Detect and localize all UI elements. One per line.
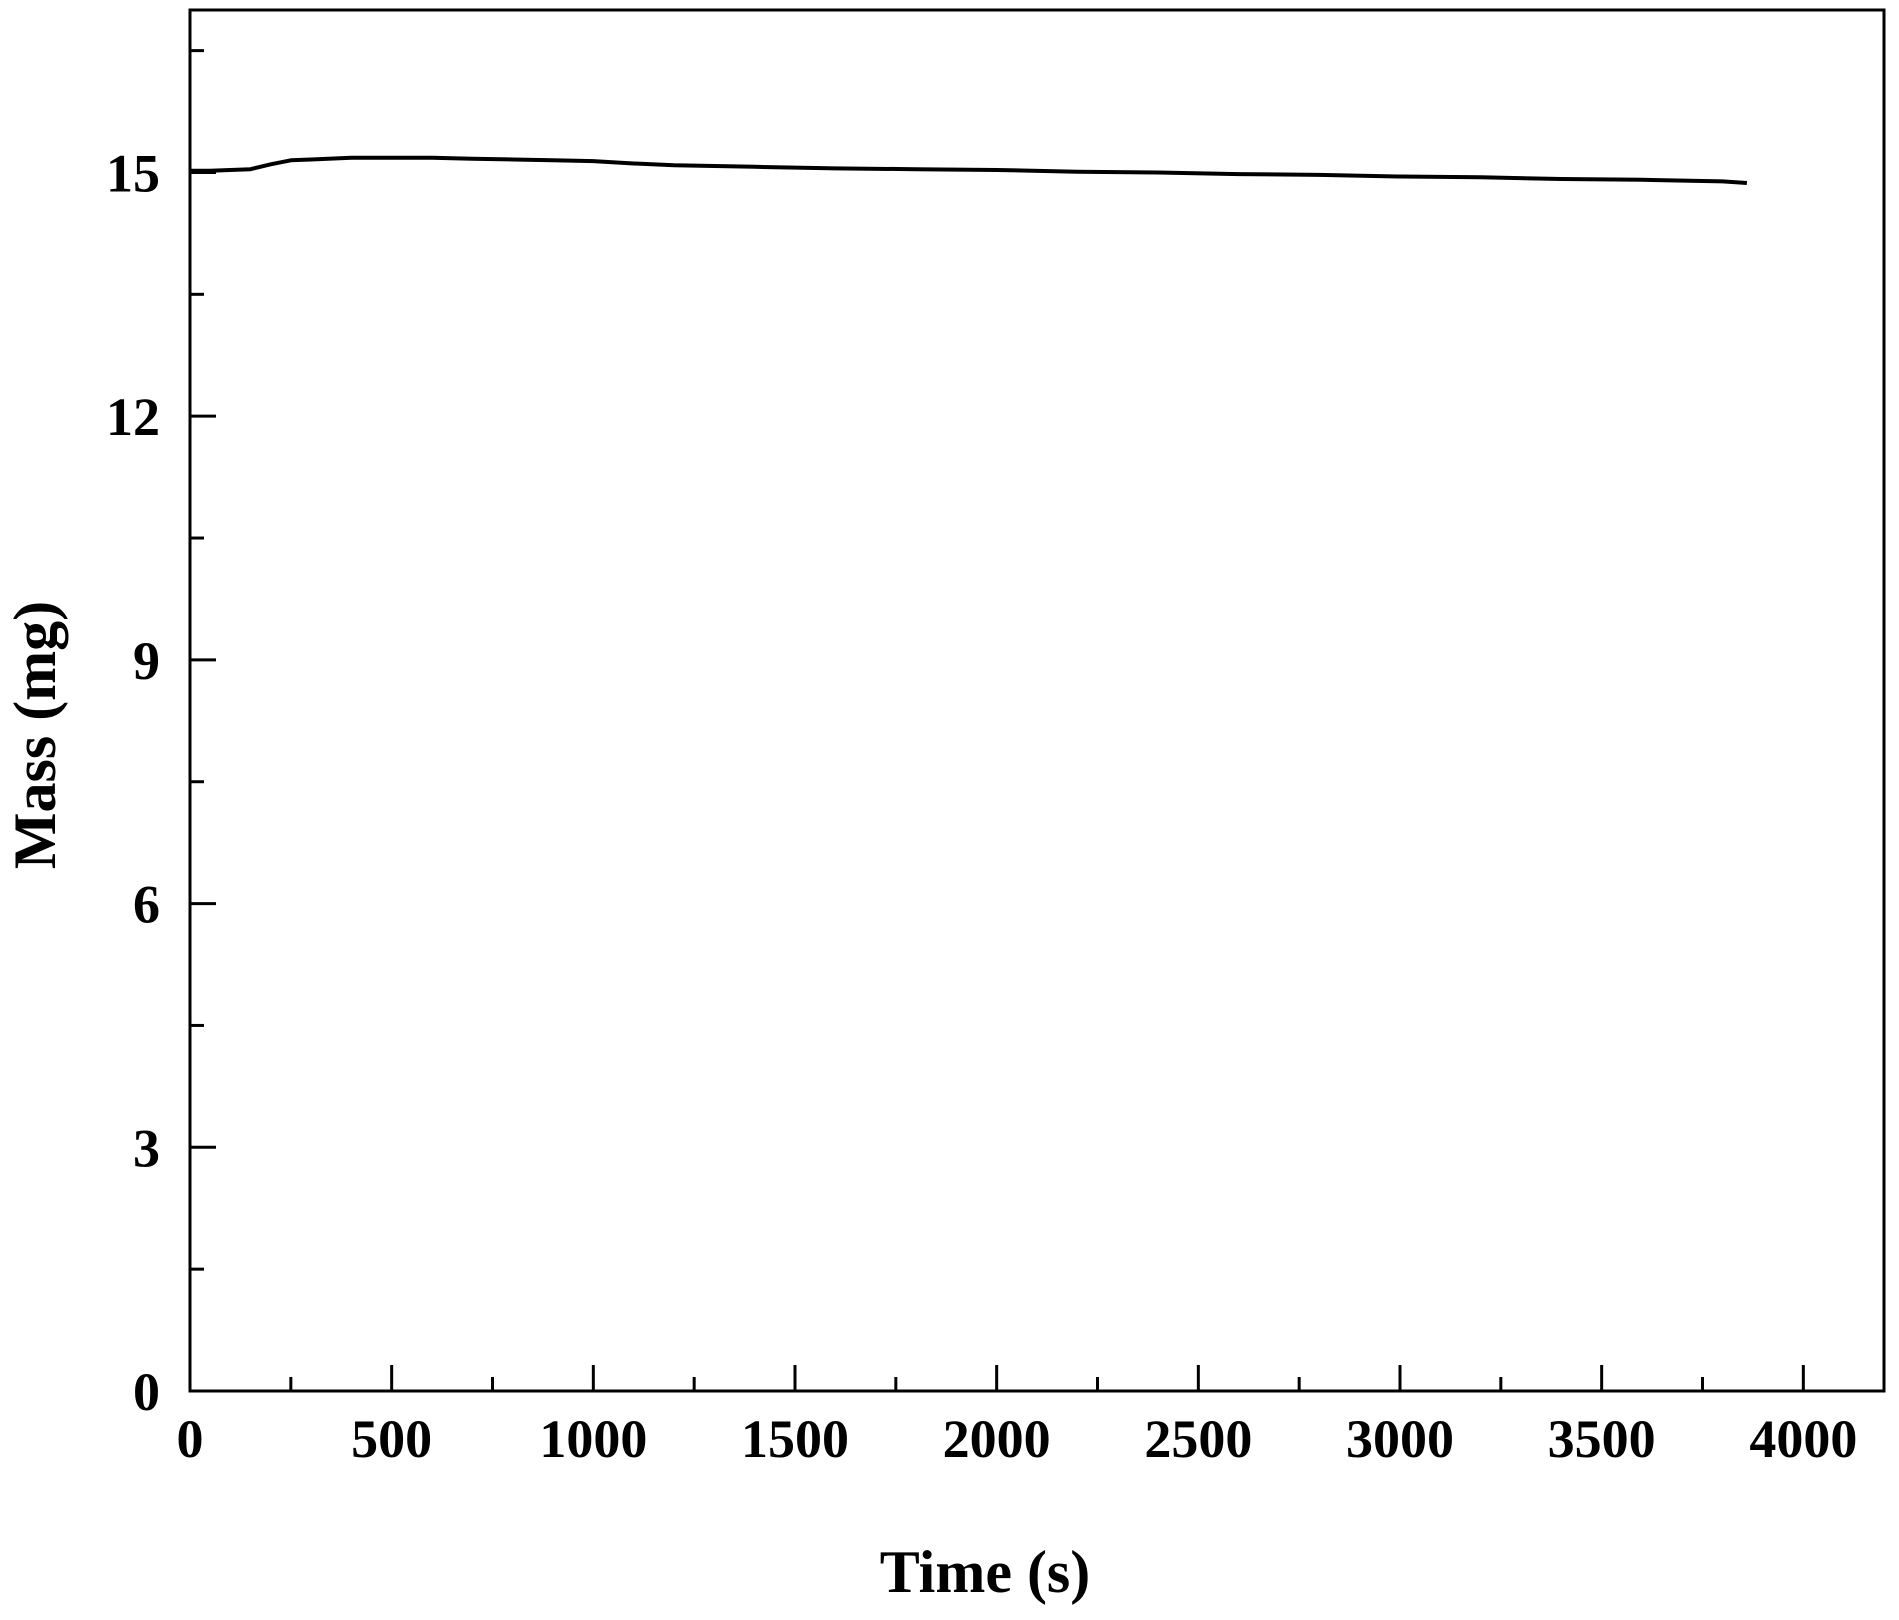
x-tick-label: 1500 [741,1409,849,1469]
x-tick-label: 2000 [943,1409,1051,1469]
y-axis-label: Mass (mg) [2,601,68,869]
x-tick-label: 3000 [1346,1409,1454,1469]
x-tick-label: 3500 [1548,1409,1656,1469]
plot-frame [188,8,1886,1393]
x-tick-label: 0 [177,1409,204,1469]
y-tick-label: 15 [106,143,160,203]
x-tick-label: 4000 [1749,1409,1857,1469]
y-tick-label: 3 [133,1118,160,1178]
y-tick-label: 9 [133,631,160,691]
x-tick-label: 500 [351,1409,432,1469]
y-tick-label: 0 [133,1362,160,1422]
mass-series-line [190,155,1748,185]
x-tick-label: 1000 [539,1409,647,1469]
y-tick-label: 12 [106,387,160,447]
x-axis-label: Time (s) [880,1539,1091,1605]
x-tick-label: 2500 [1144,1409,1252,1469]
y-tick-label: 6 [133,875,160,935]
